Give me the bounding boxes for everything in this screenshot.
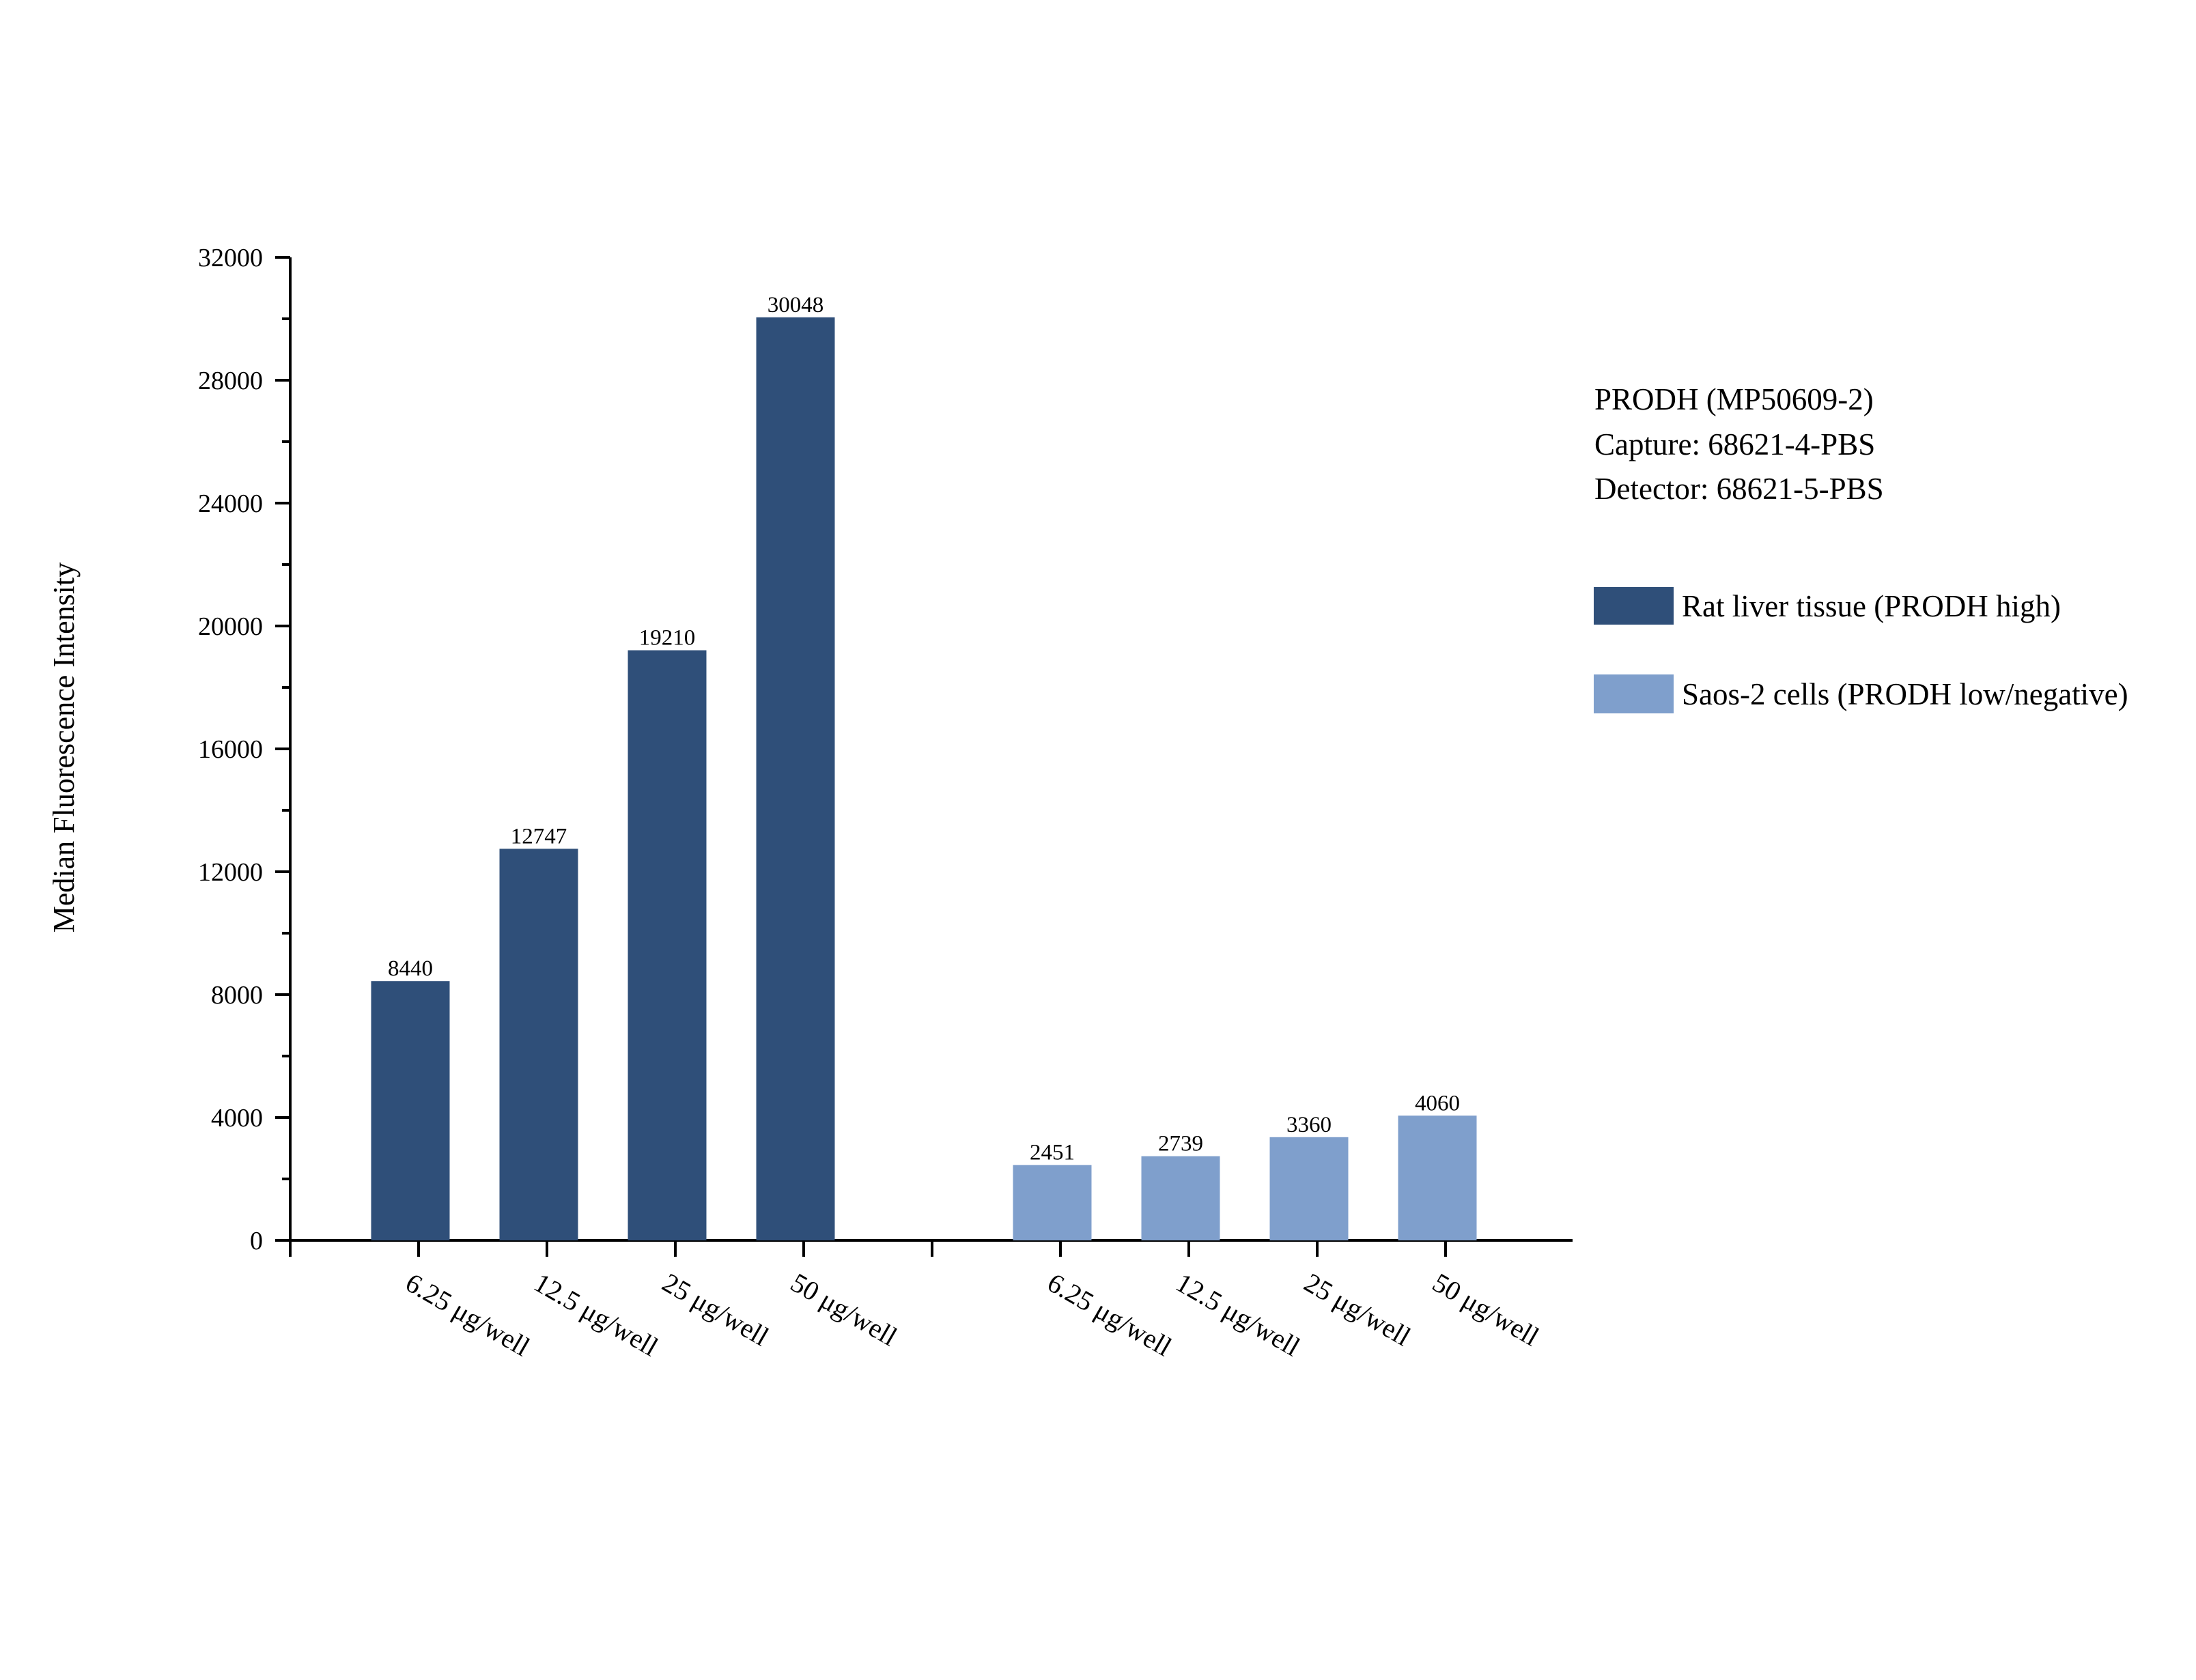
bar-value-label: 12747 (511, 824, 567, 849)
y-axis: 0 4000 8000 12000 16000 20000 24000 28000 32000 (198, 244, 292, 1257)
category-label: 25 μg/well (658, 1267, 774, 1352)
bar-value-label: 2739 (1158, 1132, 1203, 1156)
bar (1398, 1115, 1477, 1240)
y-tick-label: 24000 (198, 489, 263, 518)
info-block: PRODH (MP50609-2) Capture: 68621-4-PBS D… (1594, 382, 1884, 506)
y-tick-label: 20000 (198, 612, 263, 641)
category-label: 6.25 μg/well (401, 1267, 535, 1363)
bar-value-label: 8440 (388, 956, 433, 981)
legend-label-saos2: Saos-2 cells (PRODH low/negative) (1682, 677, 2128, 711)
category-label: 25 μg/well (1299, 1267, 1416, 1352)
bar (499, 849, 578, 1240)
y-tick-label: 32000 (198, 244, 263, 272)
y-tick-label: 8000 (211, 981, 263, 1010)
legend-swatch-rat-liver (1594, 587, 1674, 625)
info-line-capture: Capture: 68621-4-PBS (1594, 427, 1875, 461)
info-line-detector: Detector: 68621-5-PBS (1594, 472, 1884, 506)
y-tick-label: 12000 (198, 858, 263, 887)
bar (628, 650, 707, 1240)
bar-value-label: 30048 (768, 293, 824, 317)
bar-value-label: 2451 (1030, 1141, 1075, 1165)
category-label: 12.5 μg/well (1171, 1267, 1306, 1363)
info-line-target: PRODH (MP50609-2) (1594, 382, 1874, 416)
legend-swatch-saos2 (1594, 674, 1674, 713)
category-label: 6.25 μg/well (1043, 1267, 1177, 1363)
x-axis (289, 1239, 1573, 1257)
category-label: 50 μg/well (786, 1267, 903, 1352)
y-tick-label: 4000 (211, 1104, 263, 1133)
bar (1141, 1156, 1220, 1240)
bar (756, 317, 835, 1241)
bar-value-label: 3360 (1286, 1113, 1332, 1137)
y-tick-label: 16000 (198, 735, 263, 764)
legend: Rat liver tissue (PRODH high) Saos-2 cel… (1594, 587, 2128, 713)
bar (1013, 1165, 1092, 1240)
category-label: 12.5 μg/well (529, 1267, 664, 1363)
bar-value-label: 19210 (639, 626, 696, 651)
y-tick-label: 28000 (198, 367, 263, 395)
data-labels: 8440 12747 19210 30048 2451 2739 3360 4060 (388, 293, 1460, 1165)
bars (371, 317, 1477, 1241)
bar (1269, 1137, 1349, 1240)
y-tick-label: 0 (250, 1227, 263, 1255)
y-axis-title: Median Fluorescence Intensity (47, 563, 81, 933)
bar (371, 981, 450, 1240)
bar-value-label: 4060 (1415, 1091, 1460, 1115)
category-label: 50 μg/well (1428, 1267, 1545, 1352)
legend-label-rat-liver: Rat liver tissue (PRODH high) (1682, 589, 2061, 623)
